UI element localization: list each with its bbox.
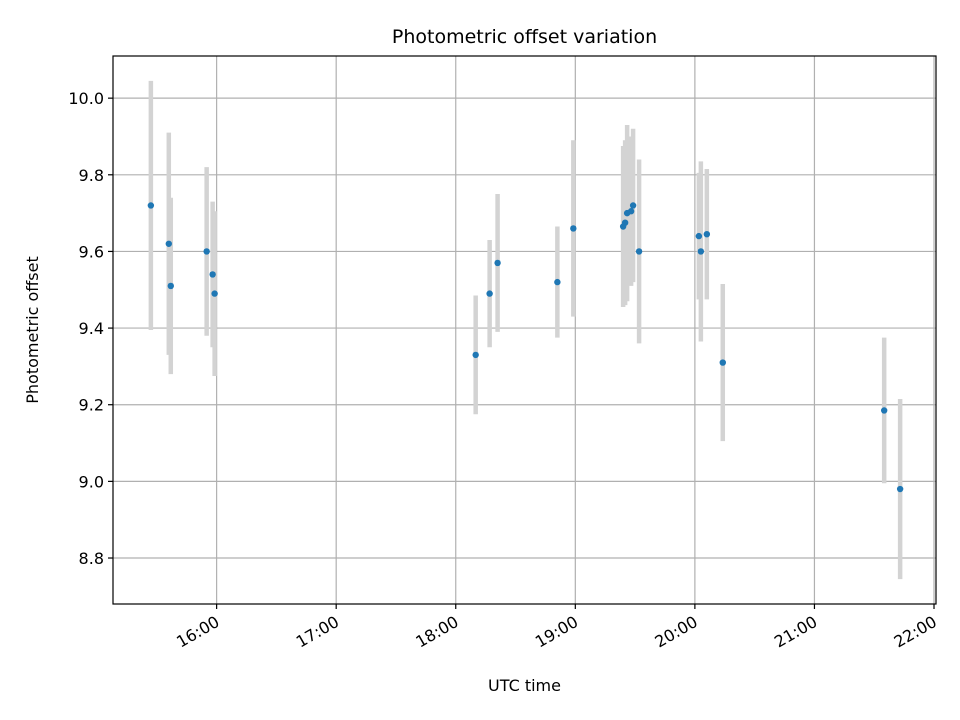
- data-point: [209, 271, 216, 278]
- data-point: [211, 290, 218, 297]
- data-point: [896, 485, 904, 493]
- x-axis-label: UTC time: [488, 676, 561, 695]
- data-point: [629, 202, 637, 209]
- y-tick-label: 10.0: [68, 89, 104, 108]
- data-point: [621, 219, 629, 226]
- y-tick-label: 9.4: [79, 319, 104, 338]
- data-point: [703, 230, 711, 238]
- chart-title: Photometric offset variation: [392, 26, 657, 48]
- data-point: [719, 359, 726, 366]
- data-point: [203, 248, 210, 255]
- data-point: [486, 290, 493, 297]
- y-tick-label: 8.8: [79, 549, 104, 568]
- data-point: [570, 225, 577, 232]
- data-points: [147, 202, 904, 493]
- y-tick-label: 9.0: [79, 472, 104, 491]
- data-point: [695, 232, 703, 240]
- y-tick-label: 9.2: [79, 396, 104, 415]
- data-point: [494, 259, 501, 267]
- data-point: [627, 208, 635, 215]
- data-point: [165, 240, 172, 247]
- data-point: [697, 248, 705, 255]
- data-point: [472, 351, 479, 359]
- plot-frame: [112, 55, 937, 605]
- y-tick-label: 9.8: [79, 166, 104, 185]
- data-point: [880, 407, 888, 414]
- data-point: [635, 248, 643, 255]
- grid: [113, 56, 936, 604]
- y-axis-label: Photometric offset: [23, 256, 42, 404]
- data-point: [167, 282, 174, 290]
- data-point: [147, 202, 155, 209]
- y-tick-label: 9.6: [79, 242, 104, 261]
- data-point: [554, 278, 561, 286]
